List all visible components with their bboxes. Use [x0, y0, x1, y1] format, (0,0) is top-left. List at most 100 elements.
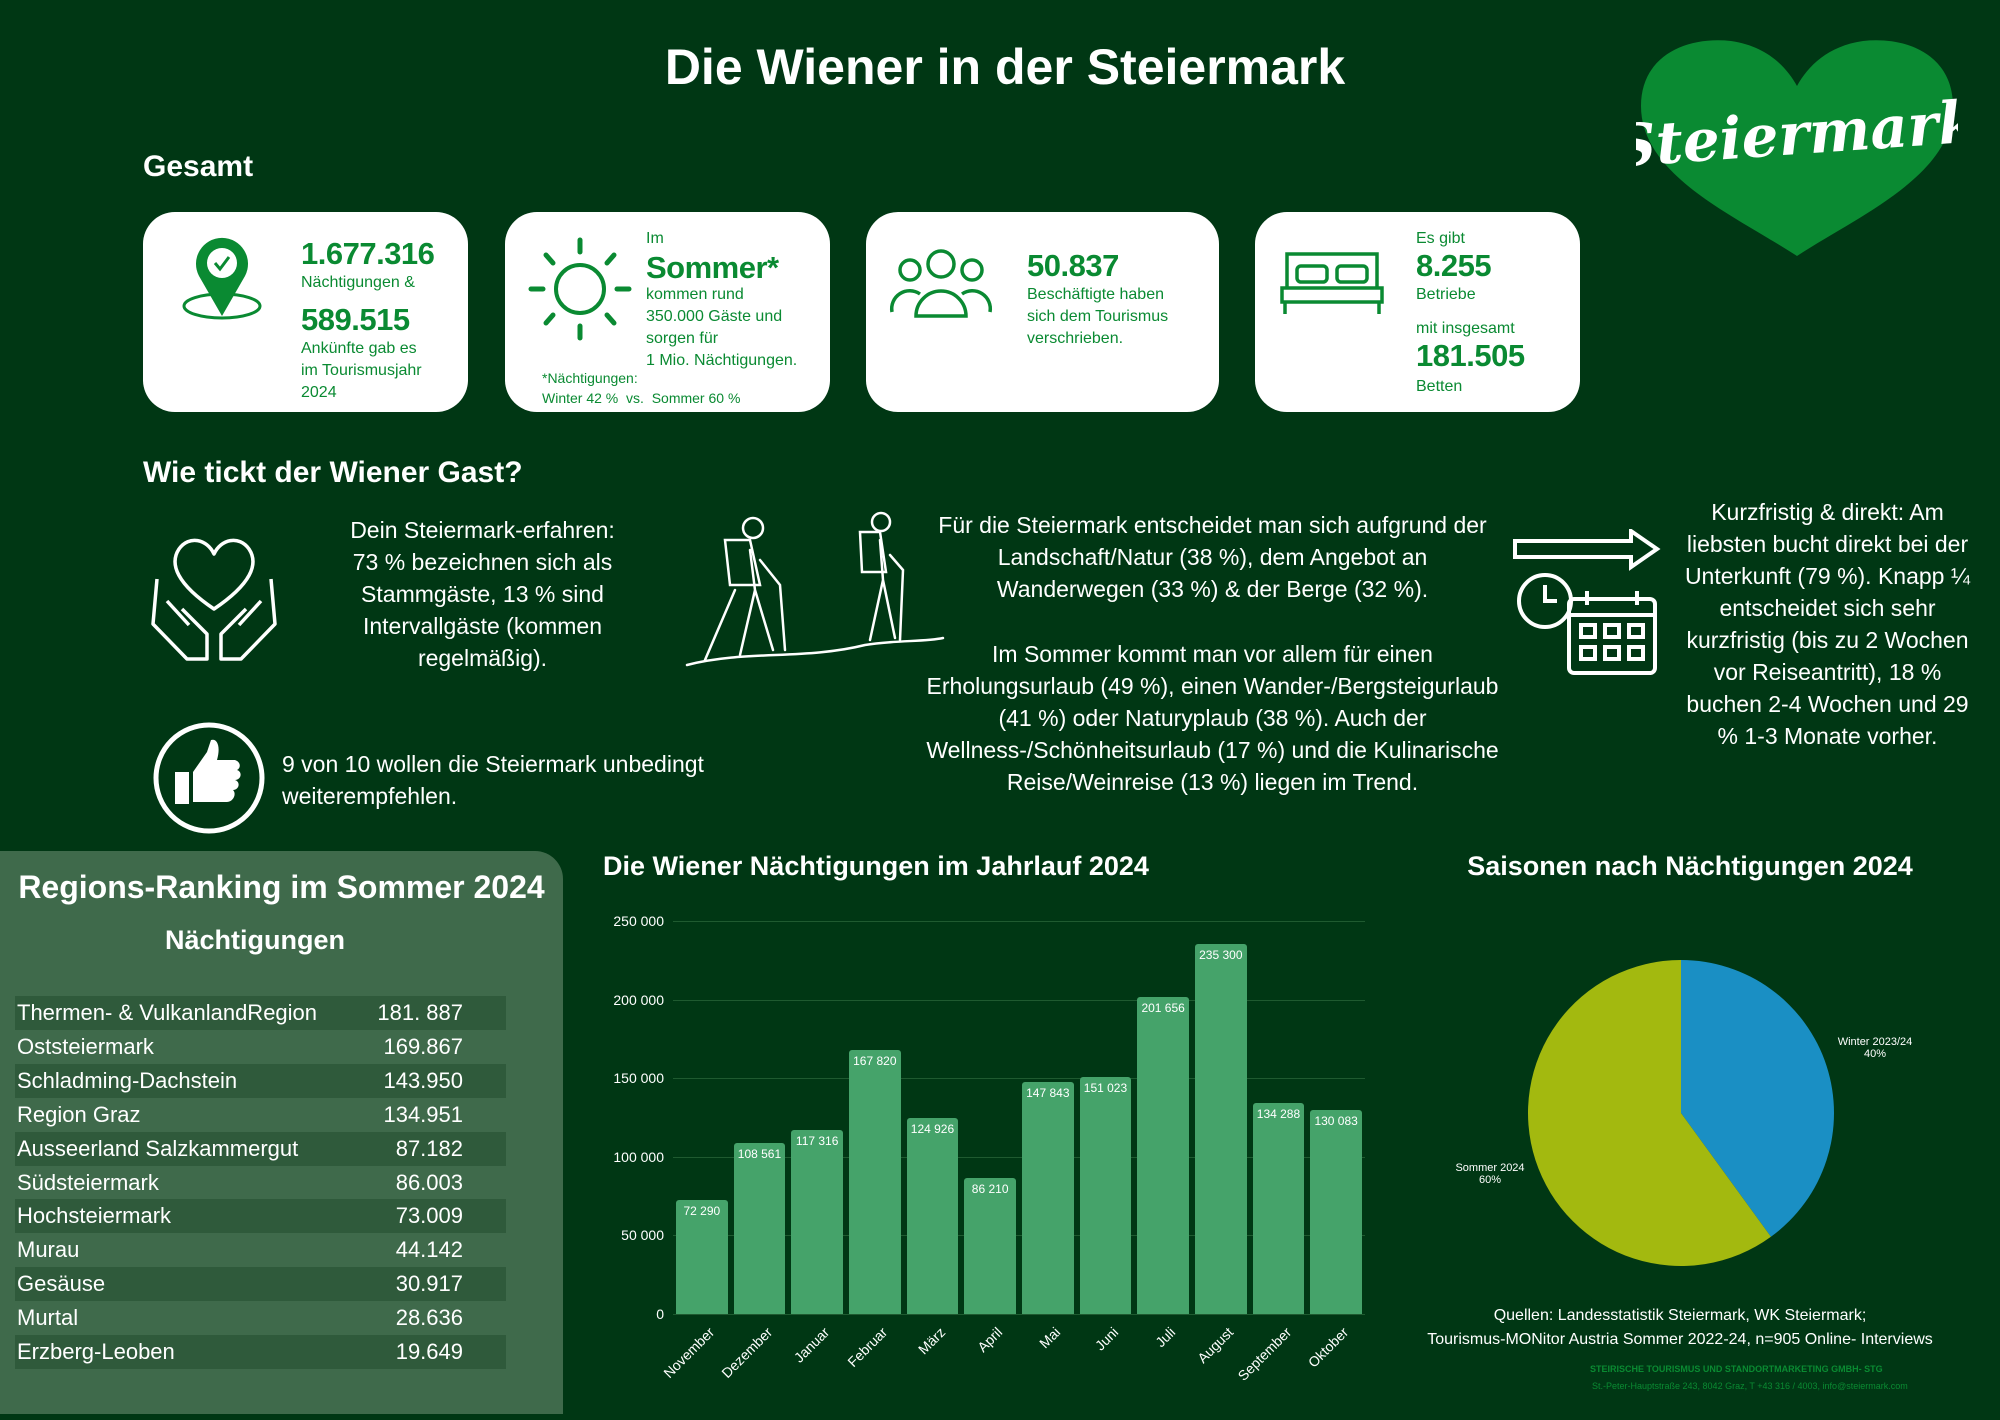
card-text: Betten: [1416, 378, 1463, 395]
footer-address: St.-Peter-Hauptstraße 243, 8042 Graz, T …: [1592, 1381, 1908, 1391]
bar-chart-title: Die Wiener Nächtigungen im Jahrlauf 2024: [603, 851, 1149, 881]
sources: Quellen: Landesstatistik Steiermark, WK …: [1390, 1304, 1970, 1352]
region-name: Ausseerland Salzkammergut: [17, 1135, 299, 1161]
y-tick-label: 0: [656, 1306, 664, 1322]
region-name: Murau: [17, 1237, 80, 1263]
location-check-icon: [182, 237, 262, 320]
ranking-row: Südsteiermark 86.003: [15, 1166, 506, 1200]
bar-value-label: 167 820: [853, 1054, 897, 1069]
ranking-row: Murau 44.142: [15, 1233, 506, 1267]
gridline: [673, 1314, 1365, 1315]
naechtigungen-value: 1.677.316: [301, 236, 435, 271]
region-value: 134.951: [383, 1101, 463, 1127]
stammgaeste-text: Dein Steiermark-erfahren: 73 % bezeichne…: [350, 517, 615, 671]
ranking-row: Region Graz 134.951: [15, 1098, 506, 1132]
weiterempfehlen-text: 9 von 10 wollen die Steiermark unbedingt…: [282, 751, 704, 809]
card-text: Es gibt: [1416, 230, 1465, 247]
ranking-row: Hochsteiermark 73.009: [15, 1199, 506, 1234]
card-beschaeftigte: 50.837 Beschäftigte haben sich dem Touri…: [866, 212, 1219, 412]
ranking-row: Gesäuse 30.917: [15, 1267, 506, 1302]
card-text: 2024: [301, 384, 337, 401]
bar-value-label: 117 316: [795, 1133, 839, 1148]
region-value: 87.182: [395, 1135, 463, 1161]
hikers-icon: [685, 511, 945, 667]
region-name: Südsteiermark: [17, 1169, 159, 1195]
card-text: Beschäftigte haben: [1027, 286, 1164, 303]
card-text: sorgen für: [646, 330, 719, 347]
region-value: 181. 887: [377, 1000, 463, 1025]
pie-slice: [1528, 960, 1771, 1266]
y-tick-label: 150 000: [613, 1070, 664, 1087]
pie-label-text: Winter 2023/24: [1837, 1036, 1913, 1048]
bar: [733, 1143, 786, 1314]
ranking-row: Thermen- & VulkanlandRegion 181. 887: [15, 996, 506, 1030]
page-title: Die Wiener in der Steiermark: [664, 39, 1346, 95]
pie-chart-title: Saisonen nach Nächtigungen 2024: [1467, 851, 1913, 881]
bar-value-label: 130 083: [1314, 1113, 1358, 1128]
bar: [906, 1117, 959, 1314]
gridline: [673, 1078, 1365, 1080]
ankuenfte-value: 589.515: [301, 302, 410, 337]
region-name: Schladming-Dachstein: [17, 1067, 238, 1093]
card-text: kommen rund: [646, 286, 744, 303]
bar: [964, 1178, 1016, 1314]
bar: [1195, 944, 1247, 1314]
pie-pct-text: 40%: [1863, 1048, 1887, 1060]
bar: [1079, 1076, 1132, 1314]
gridline: [673, 999, 1365, 1001]
bar: [1137, 996, 1189, 1314]
region-name: Oststeiermark: [17, 1033, 154, 1059]
ranking-row: Erzberg-Leoben 19.649: [15, 1335, 506, 1369]
sources-line: Quellen: Landesstatistik Steiermark, WK …: [1493, 1307, 1867, 1324]
bar-value-label: 124 926: [910, 1121, 955, 1136]
sources-line: Tourismus-MONitor Austria Sommer 2022-24…: [1427, 1331, 1933, 1348]
steiermark-logo: Steiermark: [1612, 36, 1980, 258]
entscheidungsgruende-text: Für die Steiermark entscheidet man sich …: [938, 512, 1487, 602]
thumbs-up-icon: [153, 722, 265, 834]
ranking-row: Murtal 28.636: [15, 1301, 506, 1335]
region-value: 73.009: [395, 1203, 463, 1229]
region-value: 19.649: [395, 1339, 463, 1364]
region-value: 143.950: [383, 1067, 463, 1093]
card-text: Nächtigungen &: [301, 274, 415, 291]
beschaeftigte-value: 50.837: [1027, 248, 1119, 283]
card-text: 1 Mio. Nächtigungen.: [646, 352, 798, 369]
calendar-clock-icon: [1513, 529, 1661, 675]
betriebe-value: 8.255: [1416, 248, 1492, 283]
card-text: mit insgesamt: [1416, 320, 1515, 337]
pie-label-sommer: Sommer 2024 60%: [1450, 1162, 1530, 1186]
sun-icon: [528, 237, 632, 341]
bar: [1252, 1102, 1305, 1314]
gast-heading: Wie tickt der Wiener Gast?: [143, 456, 523, 489]
gridline: [673, 921, 1365, 922]
bar: [791, 1129, 843, 1314]
footer-org: STEIRISCHE TOURISMUS UND STANDORTMARKETI…: [1590, 1364, 1883, 1374]
bar-value-label: 147 843: [1026, 1085, 1070, 1100]
ranking-subtitle: Nächtigungen: [165, 925, 345, 955]
card-text: 350.000 Gäste und: [646, 308, 783, 325]
buchung-text: Kurzfristig & direkt: Am liebsten bucht …: [1684, 499, 1971, 749]
bar-value-label: 151 023: [1083, 1080, 1128, 1095]
region-value: 30.917: [395, 1271, 463, 1297]
card-text: im Tourismusjahr: [301, 362, 422, 379]
card-sommer: Im Sommer* kommen rund 350.000 Gäste und…: [505, 212, 830, 412]
bar-value-label: 235 300: [1199, 948, 1243, 963]
y-tick-label: 200 000: [613, 991, 664, 1008]
card-text: Betriebe: [1416, 286, 1476, 303]
region-name: Hochsteiermark: [17, 1203, 172, 1229]
region-value: 169.867: [383, 1033, 463, 1059]
bar-value-label: 201 656: [1141, 1000, 1185, 1015]
card-naechtigungen: 1.677.316 Nächtigungen & 589.515 Ankünft…: [143, 212, 468, 412]
region-value: 28.636: [395, 1305, 463, 1331]
card-text: Im: [646, 230, 664, 247]
pie-label-winter: Winter 2023/24 40%: [1830, 1036, 1920, 1060]
y-tick-label: 250 000: [613, 913, 664, 929]
bar-value-label: 72 290: [683, 1204, 721, 1219]
region-value: 86.003: [395, 1169, 463, 1195]
betten-value: 181.505: [1416, 338, 1525, 373]
bar: [849, 1050, 901, 1314]
ranking-row: Schladming-Dachstein 143.950: [15, 1063, 506, 1098]
bar-value-label: 86 210: [971, 1182, 1009, 1197]
region-name: Region Graz: [17, 1101, 141, 1127]
region-name: Murtal: [17, 1305, 79, 1331]
